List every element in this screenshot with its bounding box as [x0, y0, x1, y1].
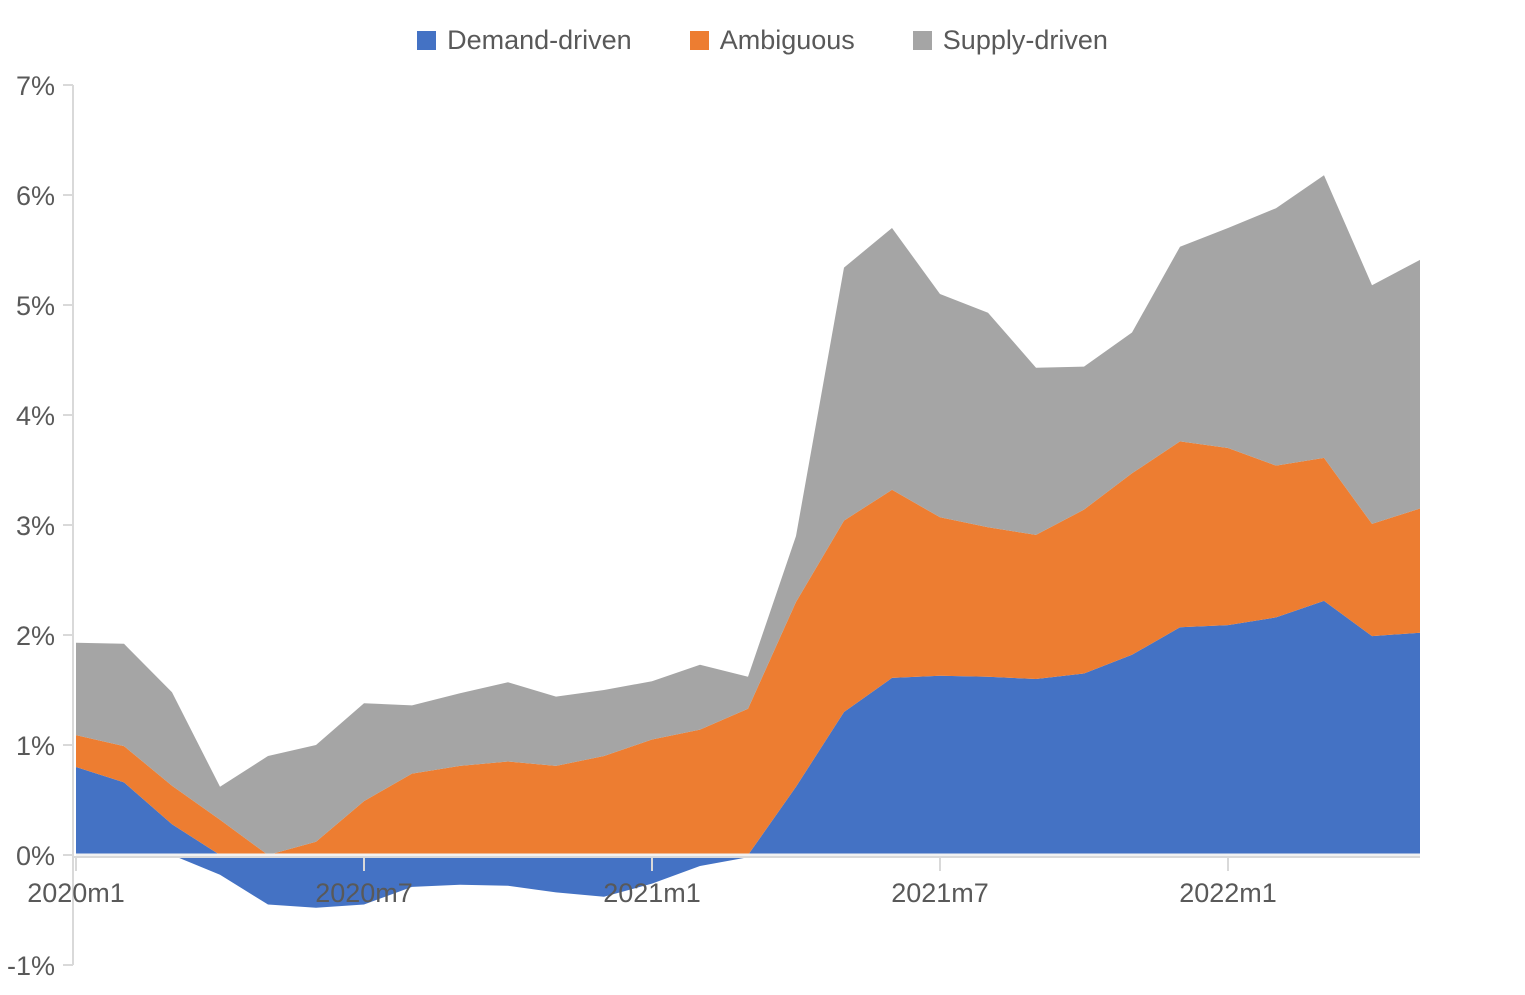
x-tick-label: 2020m7 [315, 878, 413, 908]
x-tick-label: 2021m7 [891, 878, 989, 908]
legend-label: Demand-driven [447, 24, 632, 55]
series-areas [76, 175, 1420, 908]
legend-item-demand-driven[interactable]: Demand-driven [417, 24, 632, 55]
legend-swatch-icon [912, 30, 932, 50]
y-tick-label: 1% [16, 731, 55, 761]
legend-swatch-icon [417, 30, 437, 50]
y-axis [63, 84, 74, 966]
y-tick-label: 4% [16, 401, 55, 431]
y-tick-label: 0% [16, 841, 55, 871]
legend-swatch-icon [689, 30, 709, 50]
y-axis-tick-labels: -1% 0% 1% 2% 3% 4% 5% 6% 7% [7, 71, 55, 981]
y-tick-label: -1% [7, 951, 55, 981]
legend-item-supply-driven[interactable]: Supply-driven [912, 24, 1108, 55]
area-series-demand-driven [76, 600, 1420, 908]
y-tick-label: 7% [16, 71, 55, 101]
legend-item-ambiguous[interactable]: Ambiguous [689, 24, 855, 55]
y-tick-label: 6% [16, 181, 55, 211]
legend-label: Supply-driven [942, 24, 1108, 55]
y-tick-label: 5% [16, 291, 55, 321]
area-series-supply-driven [76, 175, 1420, 855]
x-tick-label: 2021m1 [603, 878, 701, 908]
x-tick-label: 2020m1 [27, 878, 125, 908]
y-tick-label: 3% [16, 511, 55, 541]
y-tick-label: 2% [16, 621, 55, 651]
x-axis-tick-labels: 2020m1 2020m7 2021m1 2021m7 2022m1 [27, 878, 1277, 908]
x-tick-label: 2022m1 [1179, 878, 1277, 908]
x-axis [73, 856, 1420, 871]
area-series-ambiguous [76, 441, 1420, 855]
legend-label: Ambiguous [719, 24, 855, 55]
chart-legend: Demand-driven Ambiguous Supply-driven [0, 20, 1525, 60]
